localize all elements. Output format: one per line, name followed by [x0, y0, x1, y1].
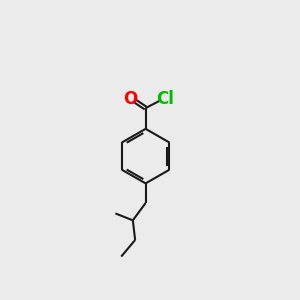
Text: O: O [123, 90, 138, 108]
Text: Cl: Cl [156, 90, 174, 108]
